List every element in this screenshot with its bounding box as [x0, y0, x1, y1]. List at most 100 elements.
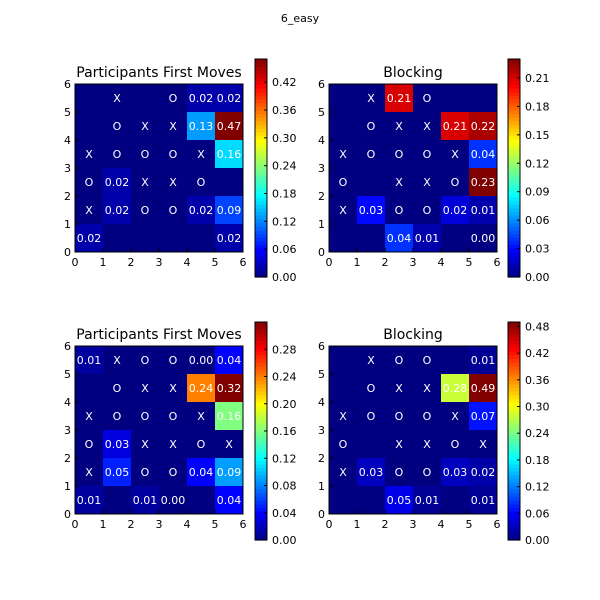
- colorbar-segment: [508, 340, 520, 345]
- board-mark: O: [197, 176, 206, 189]
- board-mark: O: [141, 410, 150, 423]
- colorbar-segment: [255, 138, 267, 144]
- heatmap-cell: [329, 224, 358, 253]
- heatmap-cell: [329, 168, 358, 197]
- colorbar-tick-label: 0.04: [272, 507, 297, 520]
- heatmap-cell: [159, 458, 188, 487]
- cell-value-label: 0.01: [471, 494, 496, 507]
- colorbar-segment: [508, 69, 520, 75]
- heatmap-cell: [131, 112, 160, 141]
- heatmap-cell: [385, 346, 414, 375]
- colorbar-segment: [255, 514, 267, 519]
- colorbar-segment: [508, 387, 520, 392]
- colorbar-segment: [508, 510, 520, 516]
- colorbar-segment: [255, 343, 267, 349]
- colorbar-segment: [255, 449, 267, 454]
- cell-value-label: 0.01: [471, 354, 496, 367]
- colorbar-segment: [508, 365, 520, 370]
- colorbar-segment: [508, 247, 520, 253]
- colorbar-tick-label: 0.00: [272, 271, 297, 284]
- colorbar-segment: [508, 120, 520, 125]
- colorbar-segment: [255, 168, 267, 173]
- colorbar-segment: [508, 383, 520, 388]
- colorbar-segment: [508, 427, 520, 432]
- colorbar-segment: [255, 204, 267, 209]
- colorbar-segment: [508, 380, 520, 385]
- heatmap-cell: [187, 84, 216, 113]
- heatmap-cell: [159, 486, 188, 515]
- heatmap-cell: [159, 168, 188, 197]
- heatmap-cell: [131, 486, 160, 515]
- heatmap-cell: [159, 430, 188, 459]
- colorbar-segment: [508, 258, 520, 264]
- y-tick-label: 5: [318, 106, 325, 119]
- colorbar-tick-label: 0.24: [525, 427, 550, 440]
- colorbar-segment: [255, 409, 267, 414]
- board-mark: X: [479, 438, 487, 451]
- y-tick-label: 2: [64, 452, 71, 465]
- heatmap-panel-4: X O O 0.01O X X 0.28 0.49X O O O X 0.07O X X O XX 0.03 O O 0…: [318, 320, 550, 547]
- colorbar-segment: [255, 80, 267, 86]
- heatmap-cell: [215, 430, 244, 459]
- heatmap-cell: [103, 374, 132, 403]
- heatmap-cell: [469, 112, 498, 141]
- heatmap-cell: [75, 458, 104, 487]
- heatmap-cell: [103, 486, 132, 515]
- colorbar-segment: [508, 420, 520, 425]
- colorbar-segment: [255, 106, 267, 111]
- cell-value-label: 0.01: [133, 494, 158, 507]
- cell-value-label: 0.02: [443, 204, 468, 217]
- board-mark: O: [367, 148, 376, 161]
- board-mark: X: [141, 176, 149, 189]
- board-mark: O: [85, 438, 94, 451]
- colorbar-tick-label: 0.42: [525, 347, 550, 360]
- board-mark: O: [423, 92, 432, 105]
- board-mark: O: [169, 92, 178, 105]
- heatmap-cell: [187, 168, 216, 197]
- colorbar-segment: [255, 117, 267, 122]
- colorbar-segment: [508, 204, 520, 209]
- colorbar-segment: [508, 463, 520, 468]
- colorbar-segment: [508, 211, 520, 216]
- board-mark: O: [451, 176, 460, 189]
- board-mark: O: [113, 148, 122, 161]
- colorbar-segment: [255, 233, 267, 238]
- colorbar-segment: [508, 157, 520, 162]
- colorbar-segment: [508, 325, 520, 330]
- cell-value-label: 0.01: [77, 354, 102, 367]
- cell-value-label: 0.05: [105, 466, 130, 479]
- heatmap-cell: [441, 224, 470, 253]
- cell-value-label: 0.21: [443, 120, 468, 133]
- board-mark: O: [339, 176, 348, 189]
- x-tick-label: 2: [128, 256, 135, 269]
- colorbar-segment: [508, 474, 520, 479]
- colorbar-segment: [508, 500, 520, 505]
- colorbar-segment: [508, 467, 520, 472]
- heatmap-cell: [329, 196, 358, 225]
- colorbar-segment: [508, 358, 520, 363]
- colorbar-segment: [508, 146, 520, 151]
- heatmap-cell: [357, 168, 386, 197]
- colorbar-segment: [508, 481, 520, 487]
- colorbar-segment: [255, 452, 267, 458]
- heatmap-cell: [385, 402, 414, 431]
- x-tick-label: 3: [410, 518, 417, 531]
- colorbar-segment: [255, 369, 267, 374]
- heatmap-cell: [441, 430, 470, 459]
- board-mark: O: [423, 466, 432, 479]
- colorbar-segment: [255, 401, 267, 407]
- colorbar-segment: [508, 62, 520, 67]
- colorbar-segment: [255, 66, 267, 71]
- colorbar-segment: [508, 113, 520, 118]
- cell-value-label: 0.02: [105, 204, 130, 217]
- cell-value-label: 0.04: [471, 148, 496, 161]
- cell-value-label: 0.16: [217, 410, 242, 423]
- colorbar-segment: [255, 460, 267, 465]
- heatmap-cell: [187, 140, 216, 169]
- heatmap-cell: [413, 112, 442, 141]
- heatmap-cell: [103, 140, 132, 169]
- colorbar-segment: [255, 186, 267, 191]
- heatmap-cell: [215, 224, 244, 253]
- colorbar-segment: [508, 532, 520, 537]
- heatmap-cell: [75, 486, 104, 515]
